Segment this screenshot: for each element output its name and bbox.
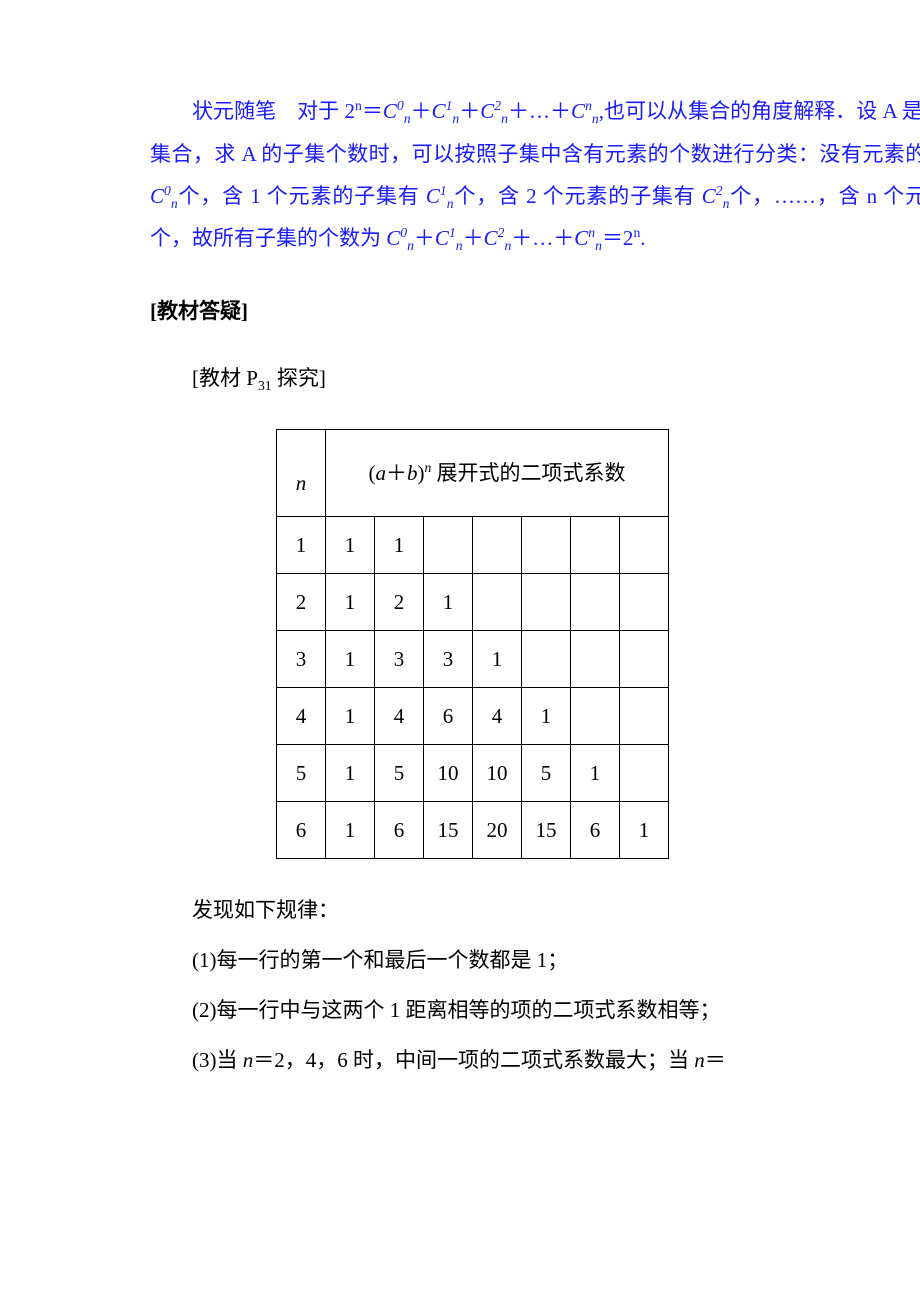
note-mid3: 个，……，含 n 个元素的子集有: [729, 184, 920, 208]
sub-heading: [教材 P31 探究]: [150, 357, 920, 400]
note-eq: ＝: [362, 99, 383, 123]
comb-c2: C2n: [480, 99, 508, 123]
note-mid2: 个，含 2 个元素的子集有: [454, 184, 702, 208]
finding-3: (3)当 n＝2，4，6 时，中间一项的二项式系数最大；当 n＝: [192, 1039, 920, 1081]
note-lead: 状元随笔: [192, 99, 276, 123]
pascal-triangle-table: n (a＋b)n 展开式的二项式系数 1 1 1 2 1 2 1 3: [276, 429, 669, 859]
comb-c2b: C2n: [702, 184, 730, 208]
table-row: 5 1 5 10 10 5 1: [277, 745, 669, 802]
table-row: 2 1 2 1: [277, 574, 669, 631]
comb-cn: Cnn: [571, 99, 599, 123]
table-row: 1 1 1: [277, 517, 669, 574]
table-row: 3 1 3 3 1: [277, 631, 669, 688]
table-row: 4 1 4 6 4 1: [277, 688, 669, 745]
note-mid4: 个，故所有子集的个数为: [150, 226, 386, 250]
note-text: 对于 2: [276, 99, 355, 123]
note-period: .: [640, 226, 645, 250]
finding-2: (2)每一行中与这两个 1 距离相等的项的二项式系数相等；: [192, 989, 920, 1031]
findings-block: 发现如下规律： (1)每一行的第一个和最后一个数都是 1； (2)每一行中与这两…: [150, 889, 920, 1081]
header-expansion: (a＋b)n 展开式的二项式系数: [326, 430, 669, 517]
finding-1: (1)每一行的第一个和最后一个数都是 1；: [192, 939, 920, 981]
table-header-row: n (a＋b)n 展开式的二项式系数: [277, 430, 669, 517]
note-eq-end: ＝2: [602, 226, 634, 250]
findings-intro: 发现如下规律：: [192, 889, 920, 931]
comb-c0b: C0n: [150, 184, 178, 208]
section-heading: [教材答疑]: [150, 290, 920, 332]
exp-n: n: [355, 98, 362, 113]
comb-c1: C1n: [432, 99, 460, 123]
comb-c1b: C1n: [426, 184, 454, 208]
comb-c0: C0n: [383, 99, 411, 123]
header-n: n: [277, 430, 326, 517]
table-row: 6 1 6 15 20 15 6 1: [277, 802, 669, 859]
study-note: 状元随笔 对于 2n＝C0n＋C1n＋C2n＋…＋Cnn,也可以从集合的角度解释…: [150, 90, 920, 260]
comb-sum: C0n: [386, 226, 414, 250]
note-mid1: 个，含 1 个元素的子集有: [178, 184, 426, 208]
